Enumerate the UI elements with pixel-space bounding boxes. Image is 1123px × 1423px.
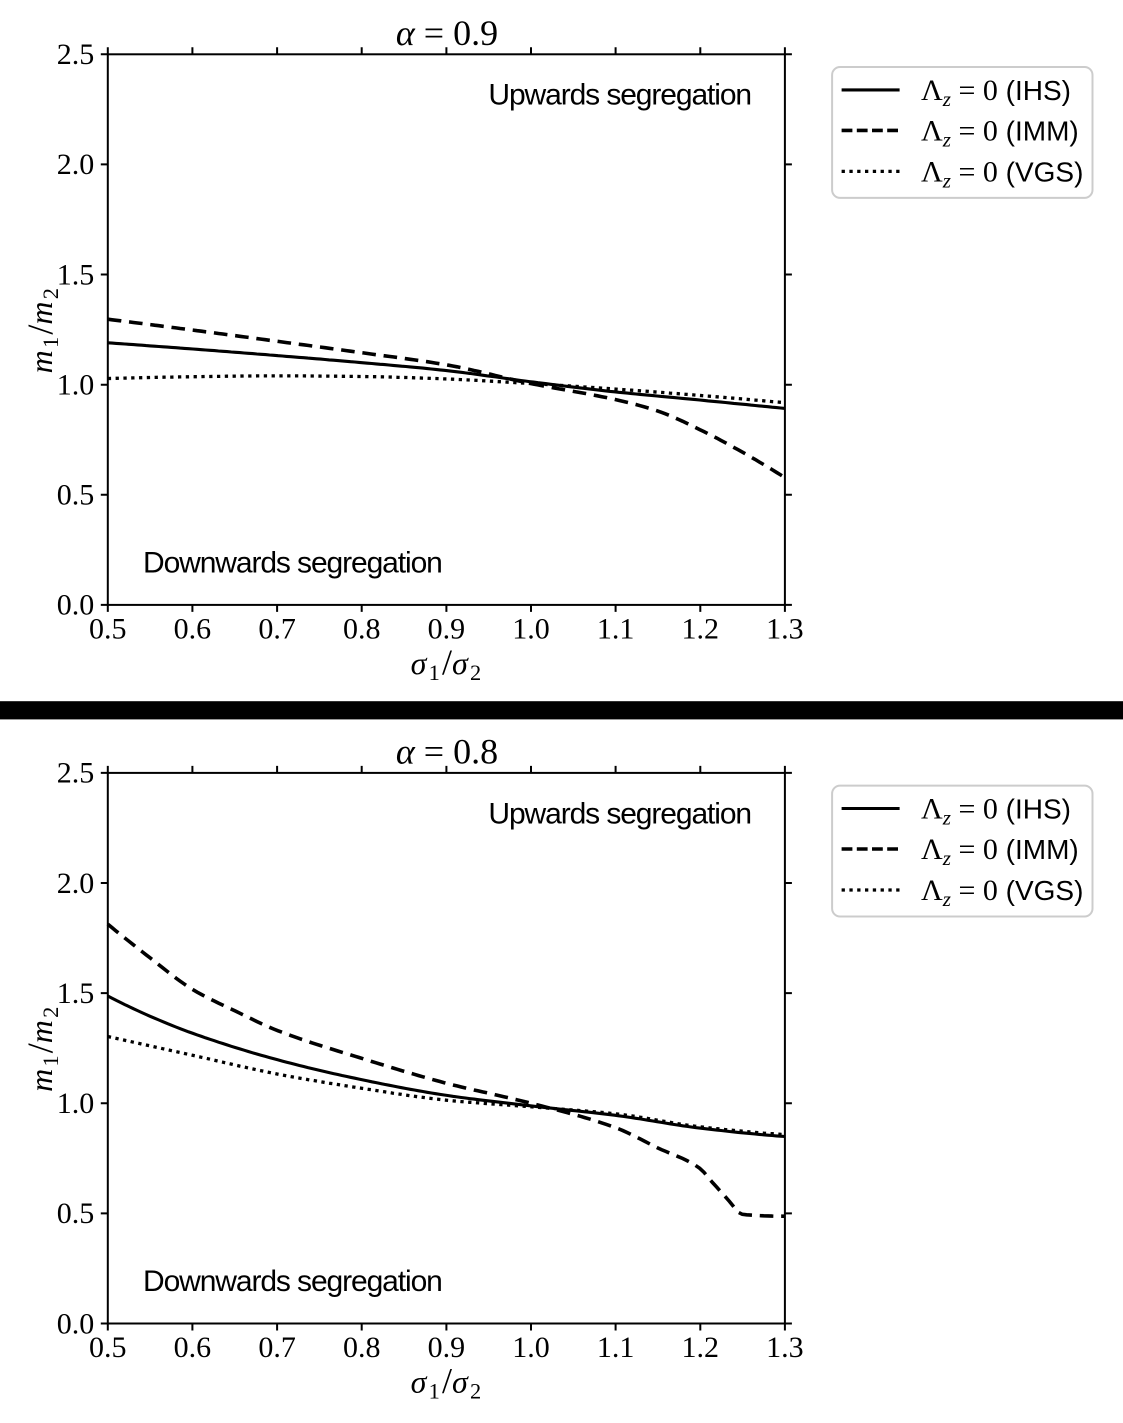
svg-text:0.8: 0.8 [343,612,381,645]
svg-text:Upwards segregation: Upwards segregation [488,797,751,830]
svg-text:m1/m2: m1/m2 [20,286,63,373]
svg-text:2.5: 2.5 [57,757,95,790]
svg-text:1.0: 1.0 [512,1331,550,1364]
svg-text:0.5: 0.5 [89,612,127,645]
svg-text:0.9: 0.9 [428,1331,466,1364]
svg-text:1.0: 1.0 [512,612,550,645]
svg-text:1.3: 1.3 [766,612,804,645]
svg-text:Upwards segregation: Upwards segregation [488,79,751,112]
svg-text:0.5: 0.5 [57,479,95,512]
svg-text:0.7: 0.7 [258,1331,296,1364]
svg-text:Downwards segregation: Downwards segregation [143,1265,442,1298]
svg-text:1.2: 1.2 [682,1331,720,1364]
svg-text:2.0: 2.0 [57,867,95,900]
svg-text:2.5: 2.5 [57,38,95,71]
svg-text:1.2: 1.2 [682,612,720,645]
svg-text:σ1/σ2: σ1/σ2 [411,1361,484,1404]
svg-text:2.0: 2.0 [57,148,95,181]
svg-text:0.5: 0.5 [57,1197,95,1230]
svg-text:1.0: 1.0 [57,369,95,402]
svg-text:1.1: 1.1 [597,1331,635,1364]
svg-text:1.0: 1.0 [57,1087,95,1120]
svg-text:Λz = 0 (IHS): Λz = 0 (IHS) [921,74,1071,111]
svg-text:0.6: 0.6 [174,1331,212,1364]
svg-text:m1/m2: m1/m2 [20,1004,63,1091]
svg-text:α = 0.8: α = 0.8 [396,732,498,772]
svg-text:Λz = 0 (IMM): Λz = 0 (IMM) [921,833,1079,870]
svg-text:α = 0.9: α = 0.9 [396,13,498,53]
svg-text:Λz = 0 (VGS): Λz = 0 (VGS) [921,874,1083,911]
svg-text:Λz = 0 (IMM): Λz = 0 (IMM) [921,114,1079,151]
svg-text:1.1: 1.1 [597,612,635,645]
svg-text:0.8: 0.8 [343,1331,381,1364]
svg-text:1.3: 1.3 [766,1331,804,1364]
svg-text:Downwards segregation: Downwards segregation [143,547,442,580]
svg-text:0.0: 0.0 [57,589,95,622]
svg-text:0.9: 0.9 [428,612,466,645]
svg-text:1.5: 1.5 [57,977,95,1010]
svg-text:0.6: 0.6 [174,612,212,645]
svg-text:1.5: 1.5 [57,258,95,291]
svg-text:σ1/σ2: σ1/σ2 [411,642,484,685]
svg-text:0.0: 0.0 [57,1307,95,1340]
svg-text:0.7: 0.7 [258,612,296,645]
svg-text:0.5: 0.5 [89,1331,127,1364]
